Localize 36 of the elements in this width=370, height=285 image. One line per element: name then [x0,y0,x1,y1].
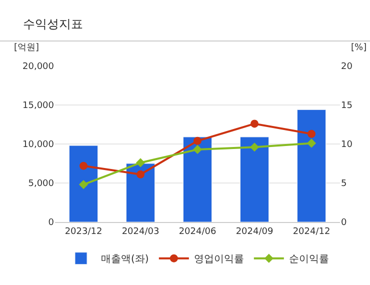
y2-tick-label: 20 [341,62,353,72]
point [194,136,202,145]
y2-axis-title: [%] [351,43,367,53]
point [308,130,316,138]
y-tick-label: 0 [48,218,54,228]
bar [126,163,155,222]
point [306,138,316,148]
legend-label: 영업이익률 [194,254,244,266]
point [78,180,88,190]
x-tick-label: 2023/12 [64,226,102,237]
point [136,158,146,168]
bar [183,136,212,222]
y-axis-title: [억원] [14,43,40,53]
y2-tick-label: 10 [341,140,353,150]
legend-label: 매출액(좌) [101,254,149,266]
y-tick-label: 15,000 [22,101,54,112]
chart-title: 수익성지표 [23,17,83,31]
x-tick-label: 2024/09 [236,226,274,237]
point [136,170,144,178]
y2-tick-label: 15 [341,101,352,112]
y-tick-label: 5,000 [28,179,54,190]
x-tick-label: 2024/12 [292,226,330,237]
point [250,120,258,128]
y-tick-label: 20,000 [22,62,54,72]
y2-tick-label: 0 [341,218,347,228]
y2-tick-label: 5 [341,179,347,190]
point [250,142,260,152]
x-tick-label: 2024/03 [122,226,160,237]
bar [69,145,98,222]
bar [240,136,269,222]
point [192,144,202,154]
legend-label: 순이익률 [288,254,329,266]
bar [297,109,326,222]
x-tick-label: 2024/06 [178,226,216,237]
point [80,162,88,170]
y-tick-label: 10,000 [22,140,54,150]
